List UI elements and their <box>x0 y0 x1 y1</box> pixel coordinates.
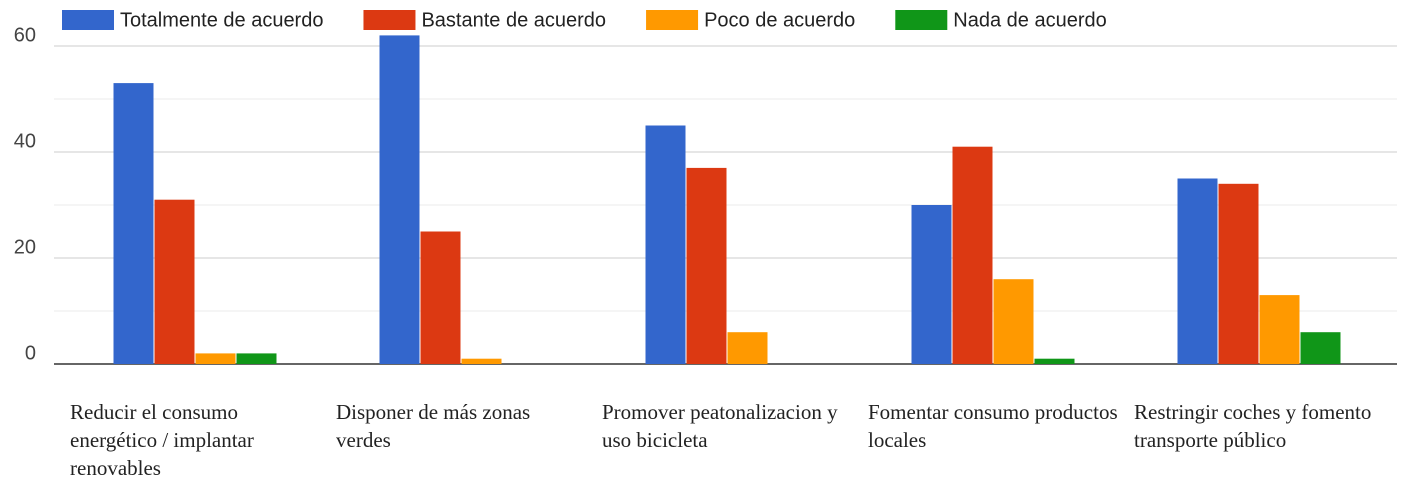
x-tick-label: Fomentar consumo productos locales <box>868 400 1118 452</box>
bar <box>993 279 1034 364</box>
bar <box>952 146 993 364</box>
legend-swatch <box>363 10 416 30</box>
y-tick-label: 60 <box>14 24 36 46</box>
bar <box>420 231 461 364</box>
x-tick-label: Disponer de más zonas verdes <box>336 400 531 452</box>
bar <box>911 205 952 364</box>
bar <box>379 35 420 365</box>
legend-swatch <box>646 10 699 30</box>
legend-label: Nada de acuerdo <box>953 9 1106 31</box>
x-tick-label-box: Disponer de más zonas verdes <box>336 398 586 454</box>
x-tick-label: Promover peatonalizacion y uso bicicleta <box>602 400 838 452</box>
x-tick-label: Restringir coches y fomento transporte p… <box>1134 400 1372 452</box>
bar <box>1218 183 1259 364</box>
x-tick-label: Reducir el consumo energético / implanta… <box>70 400 254 480</box>
bar <box>154 199 195 364</box>
bar <box>236 353 277 364</box>
legend-swatch <box>895 10 948 30</box>
legend-swatch <box>62 10 114 30</box>
bar <box>1259 295 1300 364</box>
bar <box>727 332 768 364</box>
bar <box>1300 332 1341 364</box>
bar <box>461 358 502 364</box>
bar <box>1177 178 1218 364</box>
x-tick-label-box: Reducir el consumo energético / implanta… <box>70 398 320 482</box>
y-tick-label: 40 <box>14 130 36 152</box>
bar <box>686 167 727 364</box>
x-tick-label-box: Fomentar consumo productos locales <box>868 398 1118 454</box>
bar <box>195 353 236 364</box>
y-tick-label: 0 <box>25 342 36 364</box>
bar <box>645 125 686 364</box>
legend-label: Bastante de acuerdo <box>421 9 606 31</box>
legend-label: Poco de acuerdo <box>704 9 855 31</box>
y-tick-label: 20 <box>14 236 36 258</box>
legend-label: Totalmente de acuerdo <box>120 9 323 31</box>
bar <box>1034 358 1075 364</box>
x-tick-label-box: Promover peatonalizacion y uso bicicleta <box>602 398 852 454</box>
bar <box>113 83 154 364</box>
x-tick-label-box: Restringir coches y fomento transporte p… <box>1134 398 1384 454</box>
